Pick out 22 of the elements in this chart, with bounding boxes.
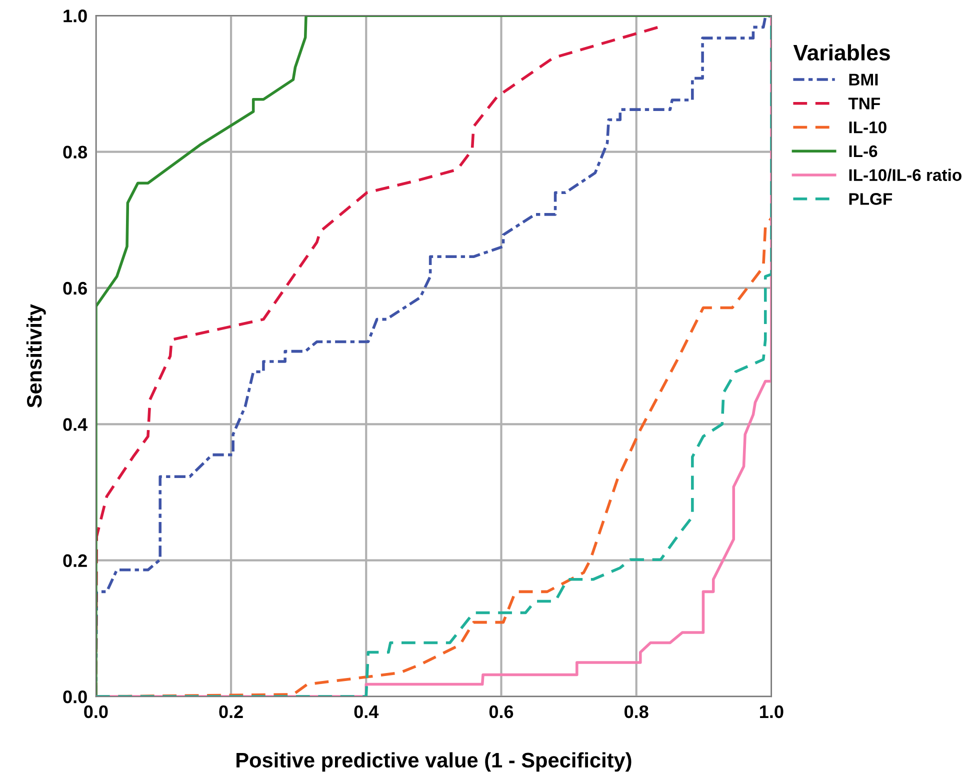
x-tick-label: 0.2 [219, 705, 243, 718]
legend-title: Variables [793, 44, 890, 61]
legend-label: PLGF [849, 193, 892, 205]
y-axis-title: Sensitivity [26, 304, 46, 408]
legend-label: TNF [848, 98, 880, 110]
x-tick-label: 0.4 [354, 705, 379, 718]
x-tick-label: 0.0 [84, 705, 108, 718]
line-series [96, 16, 772, 697]
legend-label: BMI [849, 74, 878, 86]
y-tick-label: 0.0 [63, 690, 87, 704]
legend-label: IL-6 [849, 145, 878, 158]
y-tick-label: 0.8 [63, 146, 88, 159]
x-axis-title: Positive predictive value (1 - Specificity) [236, 752, 632, 772]
x-tick-label: 1.0 [760, 705, 784, 718]
x-tick-label: 0.8 [624, 705, 648, 718]
legend-label: IL-10 [849, 121, 886, 134]
y-tick-label: 0.2 [63, 554, 87, 568]
x-tick-label: 0.6 [489, 705, 514, 718]
y-tick-label: 1.0 [64, 10, 87, 22]
y-tick-label: 0.4 [63, 418, 88, 431]
legend-label: IL-10/IL-6 ratio [849, 168, 962, 182]
y-tick-label: 0.6 [63, 282, 87, 295]
